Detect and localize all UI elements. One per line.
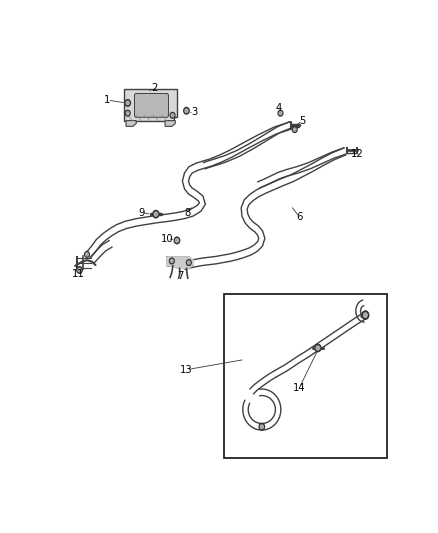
Circle shape [170, 258, 174, 264]
Circle shape [153, 211, 159, 218]
FancyBboxPatch shape [134, 93, 169, 117]
Circle shape [260, 425, 263, 429]
Polygon shape [124, 88, 177, 120]
Text: 14: 14 [293, 383, 305, 393]
Text: 12: 12 [350, 149, 363, 159]
Text: 3: 3 [191, 107, 197, 117]
Circle shape [187, 260, 191, 265]
Polygon shape [165, 120, 175, 126]
Circle shape [170, 260, 173, 263]
Circle shape [364, 313, 367, 317]
Circle shape [279, 111, 282, 115]
Circle shape [174, 237, 180, 244]
Circle shape [85, 252, 89, 257]
Text: 11: 11 [71, 269, 84, 279]
Text: 13: 13 [180, 365, 193, 375]
Circle shape [278, 110, 283, 116]
Circle shape [125, 110, 130, 116]
Polygon shape [126, 120, 136, 126]
Circle shape [293, 128, 296, 131]
Circle shape [187, 261, 190, 264]
Circle shape [184, 108, 189, 114]
Circle shape [77, 266, 82, 273]
Circle shape [86, 253, 88, 256]
Circle shape [316, 346, 319, 350]
Text: 6: 6 [296, 212, 302, 222]
Circle shape [292, 127, 297, 133]
Circle shape [171, 114, 174, 117]
Text: 2: 2 [151, 83, 157, 93]
Text: 7: 7 [177, 271, 184, 281]
Text: 4: 4 [276, 103, 282, 113]
Bar [224, 294, 387, 458]
Circle shape [125, 100, 131, 106]
Text: 5: 5 [299, 116, 306, 126]
Circle shape [362, 311, 369, 319]
Circle shape [154, 212, 158, 216]
Circle shape [126, 101, 129, 105]
Polygon shape [167, 257, 193, 268]
Circle shape [78, 268, 81, 272]
Circle shape [259, 424, 265, 430]
Circle shape [315, 344, 321, 352]
Circle shape [185, 109, 188, 112]
Circle shape [127, 111, 129, 115]
Text: 1: 1 [104, 95, 110, 105]
Text: 10: 10 [161, 234, 174, 244]
Text: 9: 9 [138, 207, 145, 217]
Text: 8: 8 [184, 208, 190, 218]
Circle shape [170, 112, 175, 118]
Circle shape [176, 239, 178, 242]
